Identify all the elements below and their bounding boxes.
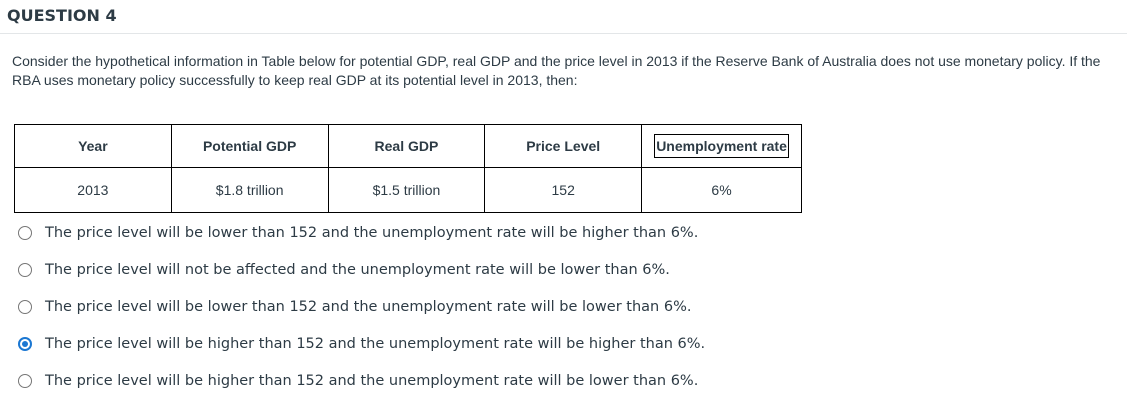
answer-option-5[interactable]: The price level will be higher than 152 …	[18, 369, 698, 393]
answer-label: The price level will not be affected and…	[45, 262, 670, 278]
answer-option-2[interactable]: The price level will not be affected and…	[18, 258, 670, 282]
header-unemployment-rate: Unemployment rate	[641, 124, 802, 168]
radio-button[interactable]	[18, 374, 32, 388]
cell-real-gdp: $1.5 trillion	[327, 167, 486, 213]
answer-option-4[interactable]: The price level will be higher than 152 …	[18, 332, 705, 356]
radio-button[interactable]	[18, 263, 32, 277]
table-header-row: Year Potential GDP Real GDP Price Level …	[14, 124, 802, 168]
header-potential-gdp: Potential GDP	[170, 124, 329, 168]
cell-price-level: 152	[484, 167, 643, 213]
header-price-level: Price Level	[484, 124, 643, 168]
question-title: QUESTION 4	[0, 0, 1127, 34]
data-table: Year Potential GDP Real GDP Price Level …	[14, 124, 802, 213]
question-text: Consider the hypothetical information in…	[12, 53, 1101, 88]
cell-year: 2013	[14, 167, 172, 213]
header-real-gdp: Real GDP	[327, 124, 486, 168]
table-row: 2013 $1.8 trillion $1.5 trillion 152 6%	[14, 167, 802, 213]
answer-label: The price level will be lower than 152 a…	[45, 225, 699, 241]
radio-button[interactable]	[18, 337, 32, 351]
answer-label: The price level will be higher than 152 …	[45, 373, 699, 389]
answer-label: The price level will be higher than 152 …	[45, 336, 706, 352]
header-unemployment-label: Unemployment rate	[654, 134, 789, 158]
header-year: Year	[14, 124, 172, 168]
answer-option-3[interactable]: The price level will be lower than 152 a…	[18, 295, 691, 319]
radio-button[interactable]	[18, 226, 32, 240]
cell-potential-gdp: $1.8 trillion	[170, 167, 329, 213]
cell-unemployment-rate: 6%	[641, 167, 802, 213]
answer-option-1[interactable]: The price level will be lower than 152 a…	[18, 221, 698, 245]
answer-label: The price level will be lower than 152 a…	[45, 299, 692, 315]
radio-button[interactable]	[18, 300, 32, 314]
